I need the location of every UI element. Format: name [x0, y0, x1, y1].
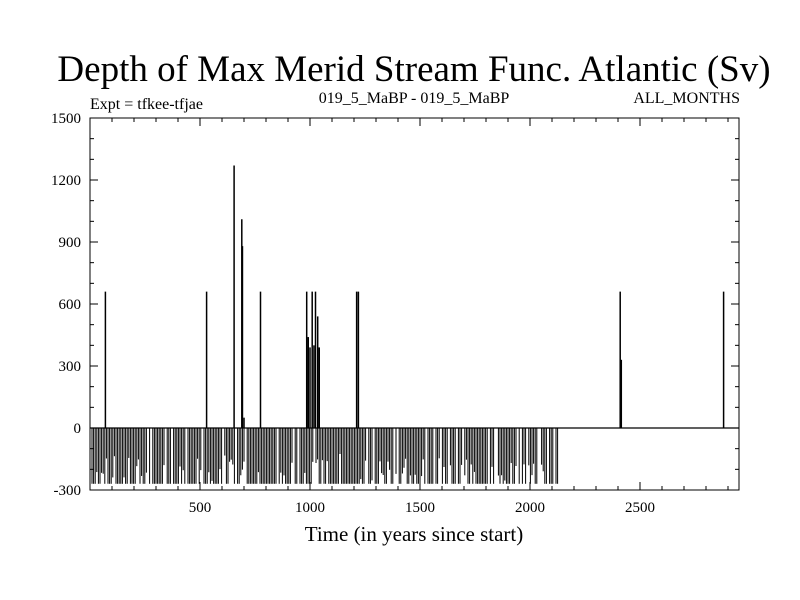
period-label: 019_5_MaBP - 019_5_MaBP: [319, 90, 510, 107]
y-tick-label: 900: [59, 235, 82, 251]
x-tick-label: 2500: [625, 500, 655, 516]
experiment-label: Expt = tfkee-tfjae: [90, 96, 203, 113]
chart-title: Depth of Max Merid Stream Func. Atlantic…: [57, 49, 770, 90]
y-tick-label: 300: [59, 359, 82, 375]
x-axis-title: Time (in years since start): [305, 522, 524, 546]
y-tick-label: 1500: [51, 111, 81, 127]
x-tick-label: 1500: [405, 500, 435, 516]
plot-area: [90, 165, 739, 484]
y-tick-label: 1200: [51, 173, 81, 189]
x-axis: 500 1000 1500 2000 2500: [111, 118, 729, 516]
x-tick-label: 2000: [515, 500, 545, 516]
y-tick-label: -300: [54, 483, 82, 499]
y-axis: -300 0 300 600 900 1200 1500: [51, 111, 739, 499]
y-tick-label: 0: [74, 421, 82, 437]
y-tick-label: 600: [59, 297, 82, 313]
x-tick-label: 1000: [295, 500, 325, 516]
plot-frame: [89, 117, 740, 491]
months-label: ALL_MONTHS: [633, 90, 740, 107]
x-tick-label: 500: [189, 500, 212, 516]
